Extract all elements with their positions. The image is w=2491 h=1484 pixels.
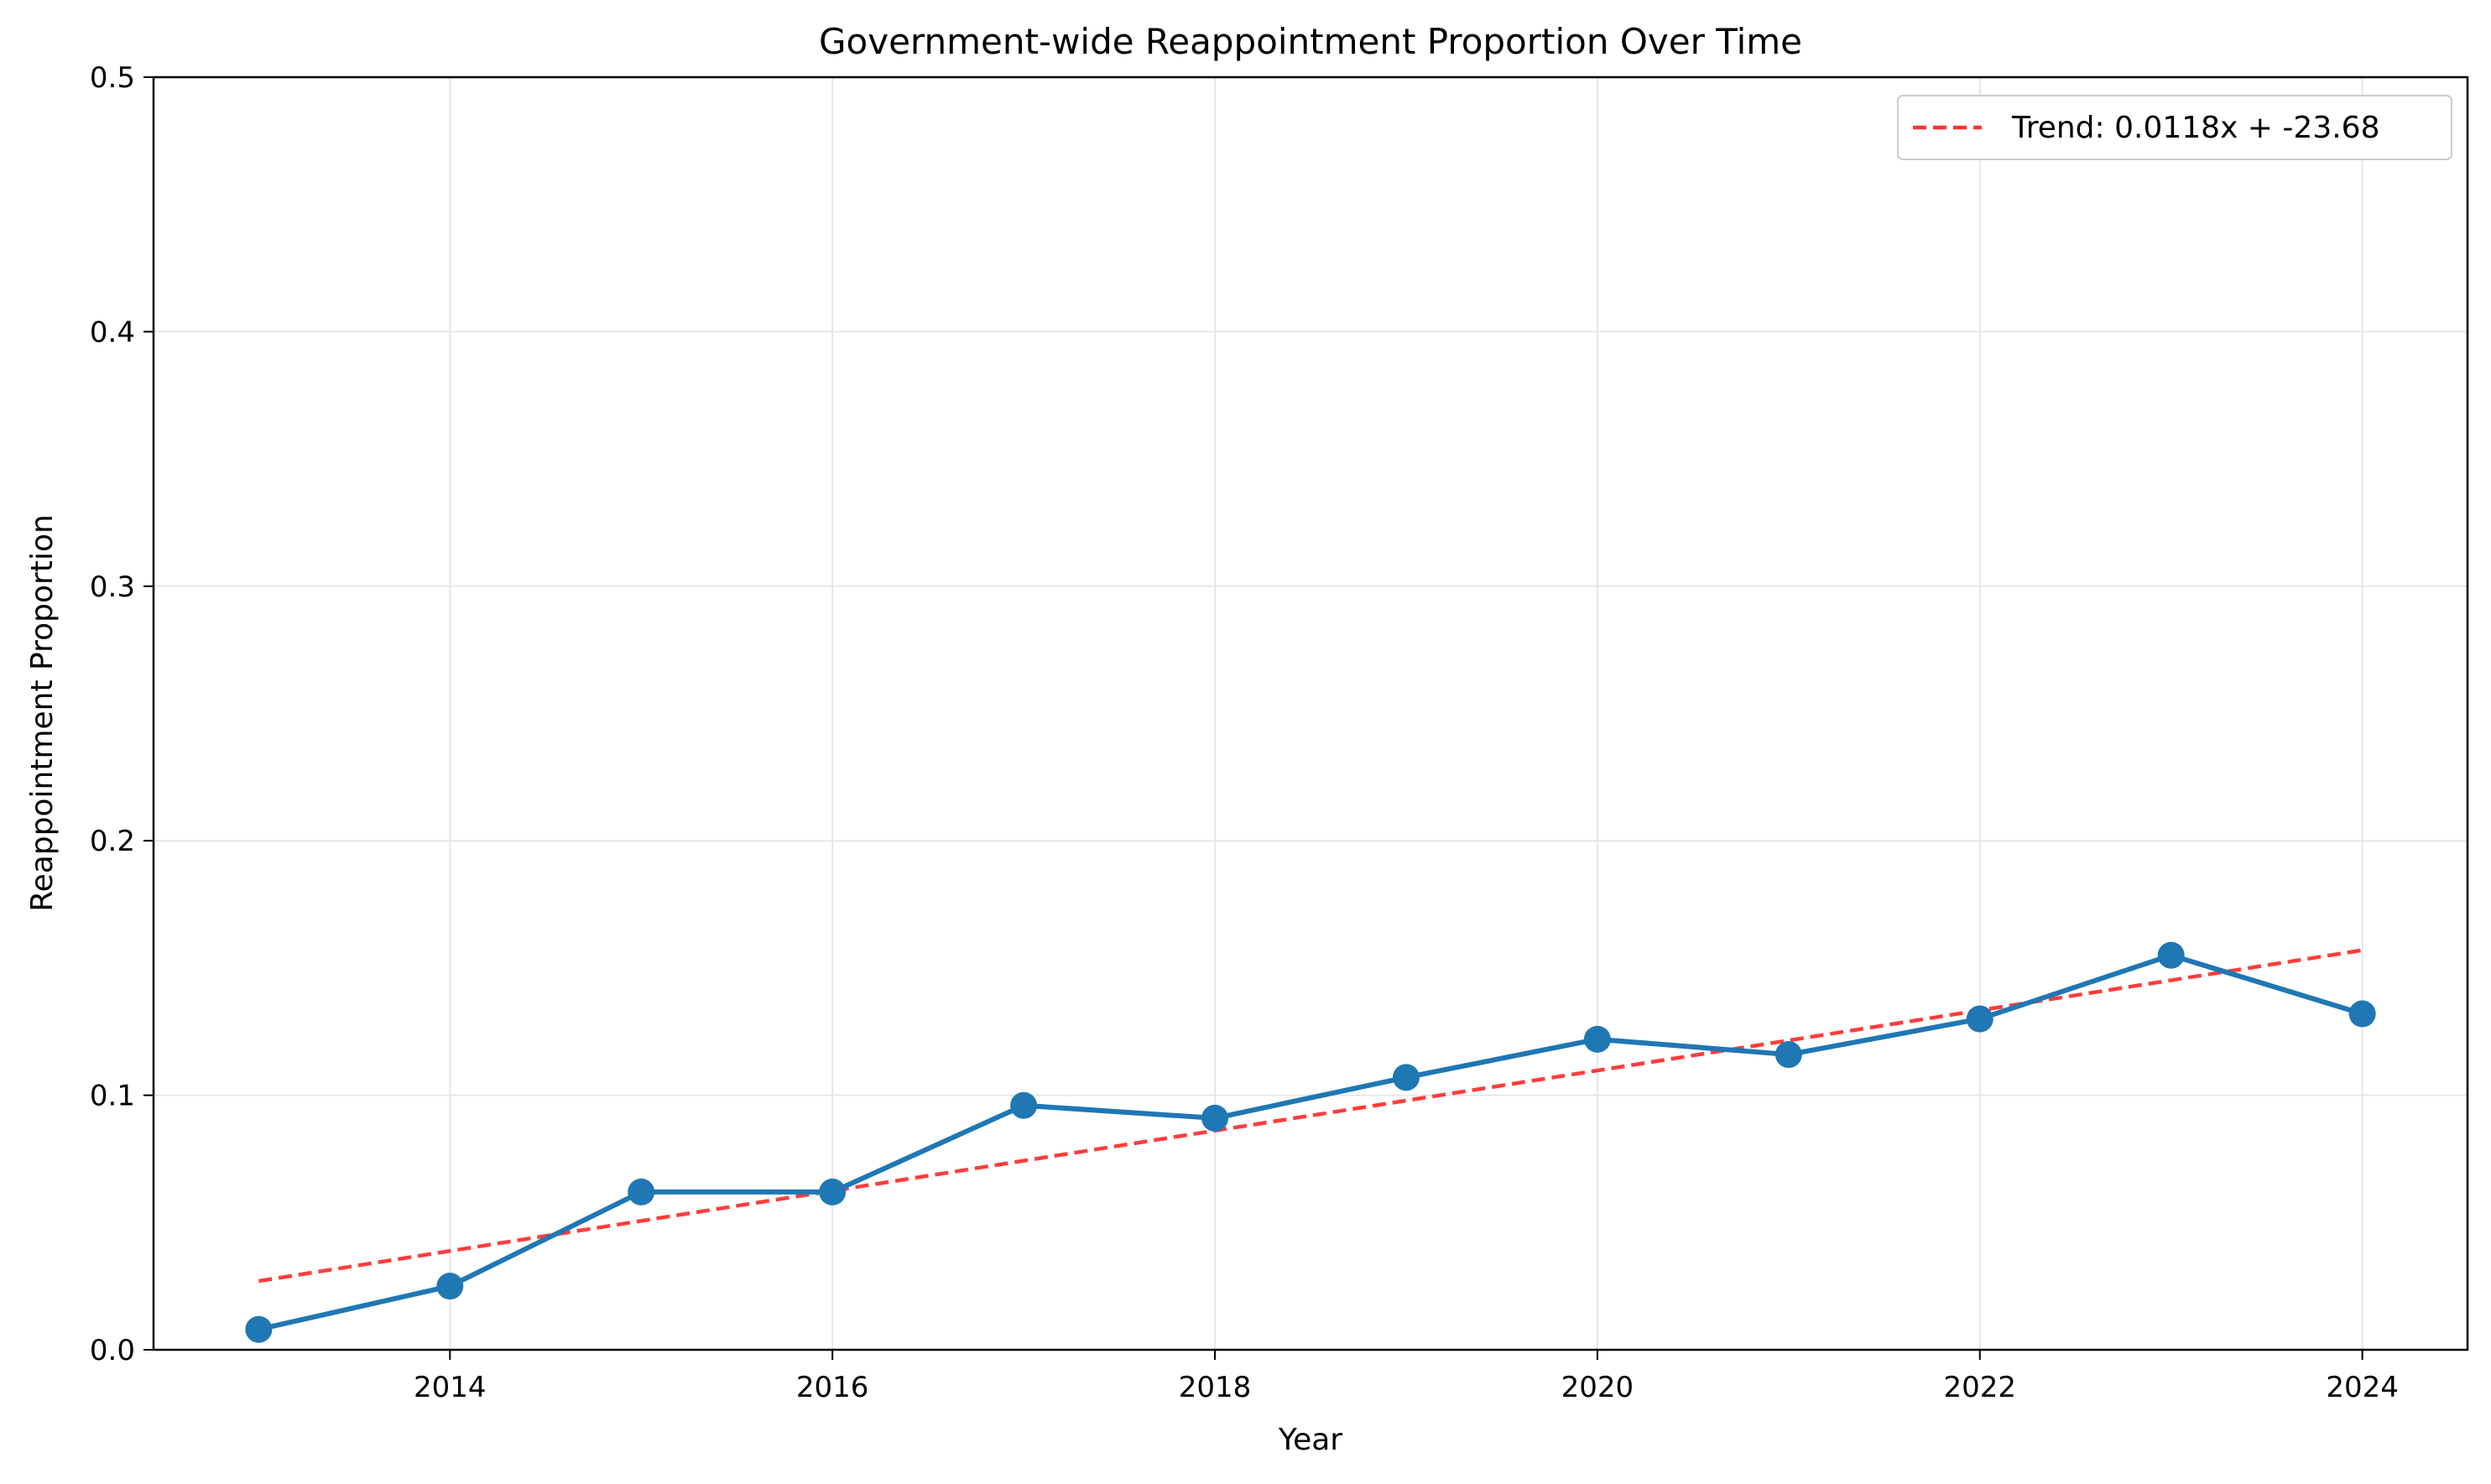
data-point — [436, 1273, 464, 1300]
legend-box — [1897, 95, 2452, 160]
grid-lines — [154, 76, 2468, 1351]
chart-title: Government-wide Reappointment Proportion… — [819, 21, 1802, 62]
series-layer — [245, 941, 2376, 1343]
x-tick-label: 2016 — [796, 1371, 869, 1404]
data-point — [1010, 1091, 1038, 1119]
legend-trend-label: Trend: 0.0118x + -23.68 — [2011, 111, 2379, 145]
y-tick-label: 0.5 — [90, 61, 135, 95]
legend: Trend: 0.0118x + -23.68 — [1897, 95, 2452, 160]
y-tick-label: 0.1 — [90, 1080, 135, 1113]
data-point — [1966, 1005, 1993, 1033]
series-line — [256, 952, 2365, 1332]
data-point — [628, 1178, 655, 1205]
y-axis-ticks: 0.0 0.1 0.2 0.3 0.4 0.5 — [90, 61, 154, 1367]
y-tick-label: 0.3 — [90, 570, 135, 604]
data-point — [1583, 1025, 1611, 1053]
y-axis-label: Reappointment Proportion — [25, 514, 60, 912]
data-point — [1774, 1041, 1802, 1069]
trend-line — [258, 948, 2363, 1284]
y-tick-label: 0.4 — [90, 315, 135, 349]
data-point — [2157, 941, 2185, 969]
data-point — [2348, 1000, 2376, 1028]
data-point — [819, 1178, 847, 1205]
y-tick-label: 0.2 — [90, 825, 135, 858]
data-point — [1392, 1064, 1420, 1091]
plot-frame — [152, 76, 2469, 1351]
x-tick-label: 2018 — [1179, 1371, 1252, 1404]
x-tick-label: 2014 — [414, 1371, 487, 1404]
x-tick-label: 2024 — [2326, 1371, 2399, 1404]
data-point — [1201, 1104, 1229, 1132]
trend-layer — [258, 948, 2363, 1284]
y-tick-label: 0.0 — [90, 1334, 135, 1367]
x-axis-ticks: 2014 2016 2018 2020 2022 2024 — [414, 1350, 2399, 1404]
x-tick-label: 2022 — [1944, 1371, 2017, 1404]
data-point — [245, 1315, 273, 1343]
x-tick-label: 2020 — [1561, 1371, 1634, 1404]
x-axis-label: Year — [1278, 1423, 1342, 1457]
